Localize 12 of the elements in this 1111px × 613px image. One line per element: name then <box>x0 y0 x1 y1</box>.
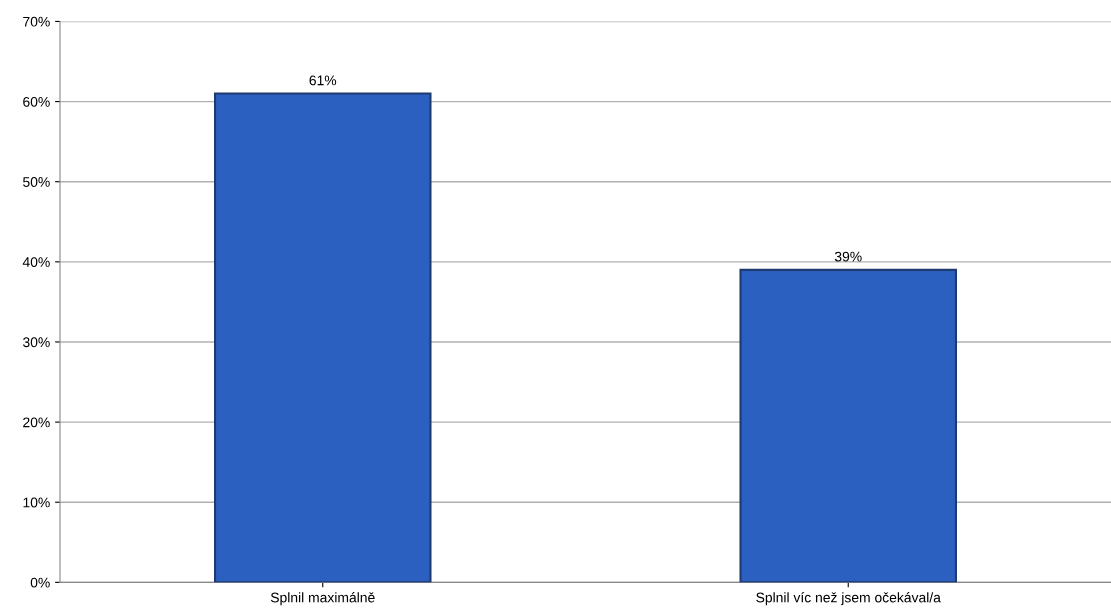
x-tick-label: Splnil víc než jsem očekával/a <box>756 592 941 606</box>
data-label: 39% <box>834 251 862 262</box>
y-tick-label: 0% <box>30 577 50 588</box>
y-tick-label: 50% <box>23 177 50 187</box>
data-label: 61% <box>309 75 337 86</box>
y-tick-label: 60% <box>23 96 50 107</box>
y-tick-label: 30% <box>23 337 50 348</box>
x-tick-label: Splnil maximálně <box>270 592 375 606</box>
y-tick-label: 40% <box>22 257 50 268</box>
y-tick-label: 20% <box>23 417 50 428</box>
y-tick-label: 70% <box>23 16 50 27</box>
y-tick-label: 10% <box>23 497 50 508</box>
